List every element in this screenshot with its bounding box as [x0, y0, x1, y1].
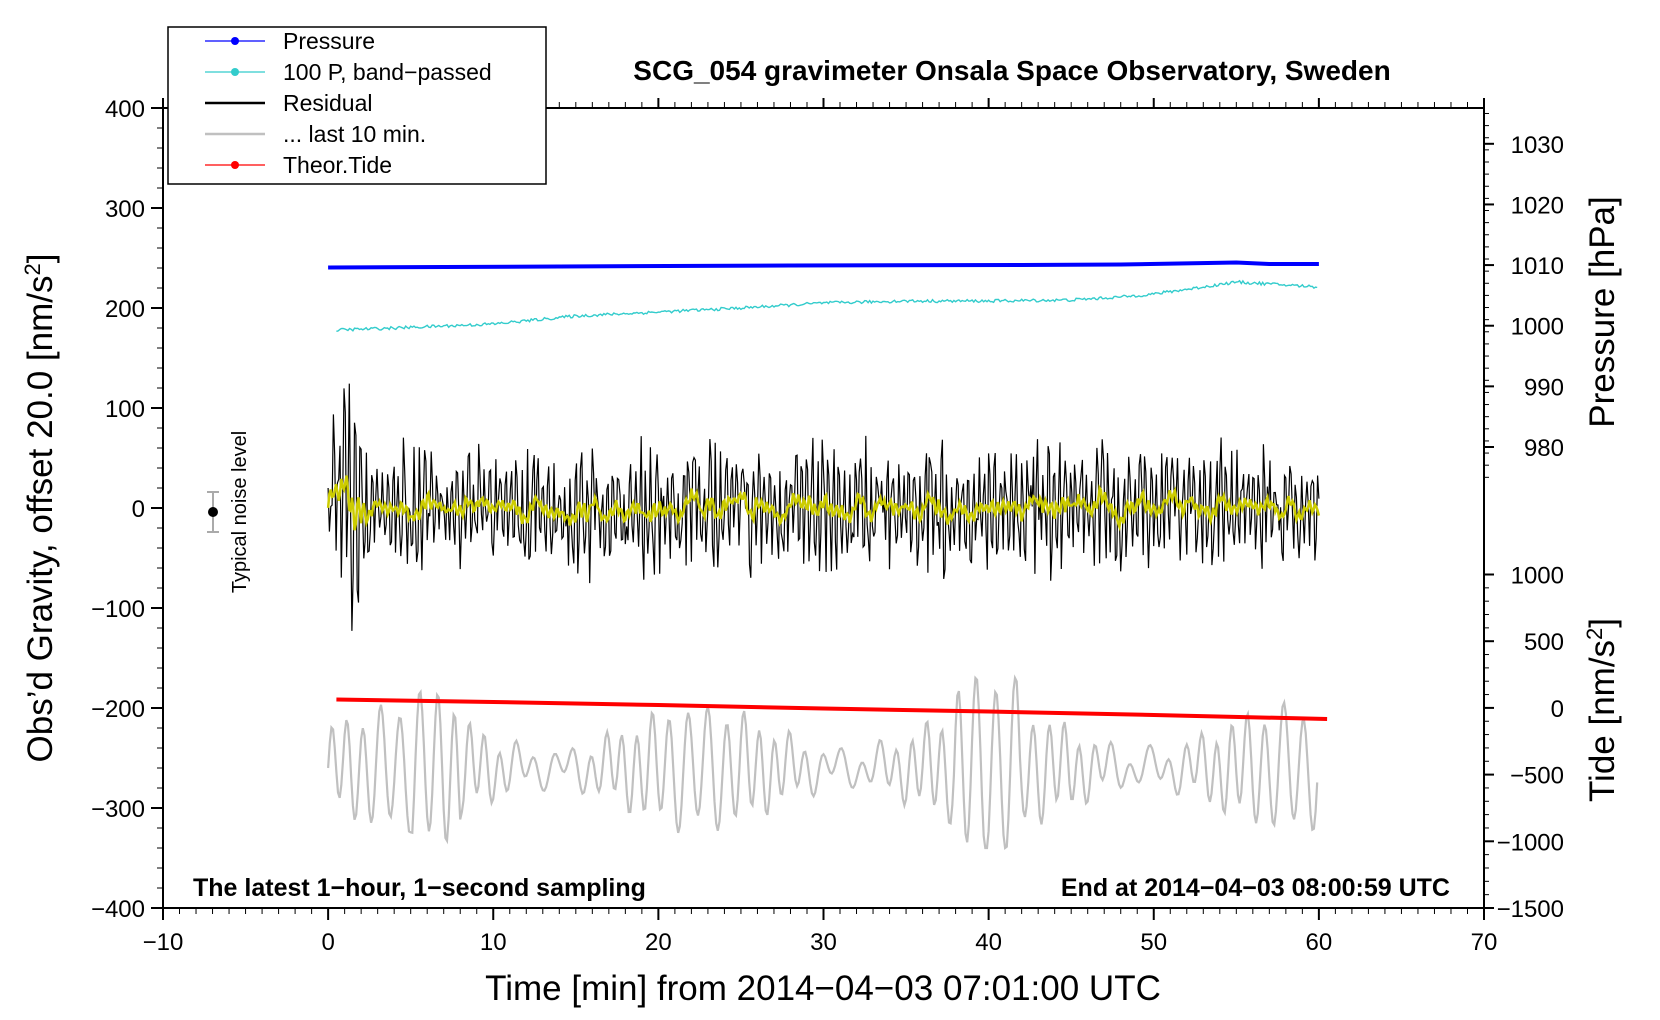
- legend-marker: [231, 68, 239, 76]
- pressure-tick-label: 1020: [1511, 192, 1564, 219]
- legend-marker: [231, 161, 239, 169]
- series-theor-tide: [336, 697, 1328, 721]
- x-tick-label: −10: [143, 929, 184, 956]
- series-residual: [327, 383, 1320, 631]
- legend-marker: [231, 37, 239, 45]
- tide-axis-label-main: Tide [nm/s: [1583, 640, 1622, 802]
- tide-tick-label: 500: [1524, 629, 1564, 656]
- tide-tick-label: −500: [1510, 763, 1564, 790]
- tide-axis-label-end: ]: [1583, 618, 1622, 628]
- pressure-axis-label: Pressure [hPa]: [1583, 196, 1622, 428]
- tide-axis-label-sup: 2: [1582, 628, 1607, 640]
- y-axis-label: Obs’d Gravity, offset 20.0 [nm/s2]: [20, 254, 60, 763]
- pressure-tick-label: 1030: [1511, 132, 1564, 159]
- x-axis-label: Time [min] from 2014−04−03 07:01:00 UTC: [485, 969, 1161, 1008]
- y-tick-label: 100: [105, 396, 145, 423]
- pressure-tick-label: 990: [1524, 374, 1564, 401]
- y-tick-label: 0: [132, 496, 145, 523]
- pressure-tick-label: 980: [1524, 435, 1564, 462]
- y-tick-label: −300: [91, 796, 145, 823]
- x-tick-label: 20: [645, 929, 672, 956]
- tide-tick-label: 0: [1551, 696, 1564, 723]
- y-tick-label: 400: [105, 96, 145, 123]
- chart-title: SCG_054 gravimeter Onsala Space Observat…: [633, 55, 1390, 86]
- y-tick-label: 200: [105, 296, 145, 323]
- note-sampling: The latest 1−hour, 1−second sampling: [193, 874, 646, 902]
- axis-ticks: −10 0 10 20 30 40 50 60 704003002001000−100−200−…: [91, 96, 1564, 956]
- tide-tick-label: 1000: [1511, 563, 1564, 590]
- note-end-time: End at 2014−04−03 08:00:59 UTC: [1061, 874, 1450, 902]
- x-tick-label: 60: [1306, 929, 1333, 956]
- series-residual-smoothed: [326, 475, 1321, 532]
- pressure-tick-label: 1010: [1511, 253, 1564, 280]
- legend-label: Theor.Tide: [283, 152, 392, 178]
- noise-marker: [208, 507, 218, 517]
- x-tick-label: 0: [321, 929, 334, 956]
- series-layer: [326, 260, 1328, 851]
- legend-label: 100 P, band−passed: [283, 59, 492, 85]
- y-axis-label-end: ]: [21, 254, 60, 264]
- noise-level-label: Typical noise level: [229, 431, 251, 593]
- y-axis-label-sup: 2: [20, 263, 45, 275]
- legend-label: ... last 10 min.: [283, 121, 426, 147]
- legend-label: Residual: [283, 90, 373, 116]
- pressure-tick-label: 1000: [1511, 314, 1564, 341]
- x-tick-label: 50: [1140, 929, 1167, 956]
- series-last-10-min: [327, 674, 1319, 851]
- x-tick-label: 70: [1471, 929, 1498, 956]
- tide-tick-label: −1500: [1497, 896, 1564, 923]
- series-100p-band-passed: [336, 279, 1318, 332]
- x-tick-label: 40: [975, 929, 1002, 956]
- tide-tick-label: −1000: [1497, 829, 1564, 856]
- series-pressure: [328, 260, 1319, 270]
- y-tick-label: −400: [91, 896, 145, 923]
- tide-axis-label: Tide [nm/s2]: [1582, 618, 1622, 802]
- legend-box: [167, 26, 547, 185]
- y-tick-label: −200: [91, 696, 145, 723]
- x-tick-label: 10: [480, 929, 507, 956]
- y-tick-label: 300: [105, 196, 145, 223]
- y-axis-label-main: Obs’d Gravity, offset 20.0 [nm/s: [21, 276, 60, 763]
- legend: Pressure 100 P, band−passed Residual ... la…: [167, 26, 547, 185]
- x-tick-label: 30: [810, 929, 837, 956]
- noise-level-indicator: Typical noise level: [207, 431, 251, 593]
- legend-label: Pressure: [283, 28, 375, 54]
- y-tick-label: −100: [91, 596, 145, 623]
